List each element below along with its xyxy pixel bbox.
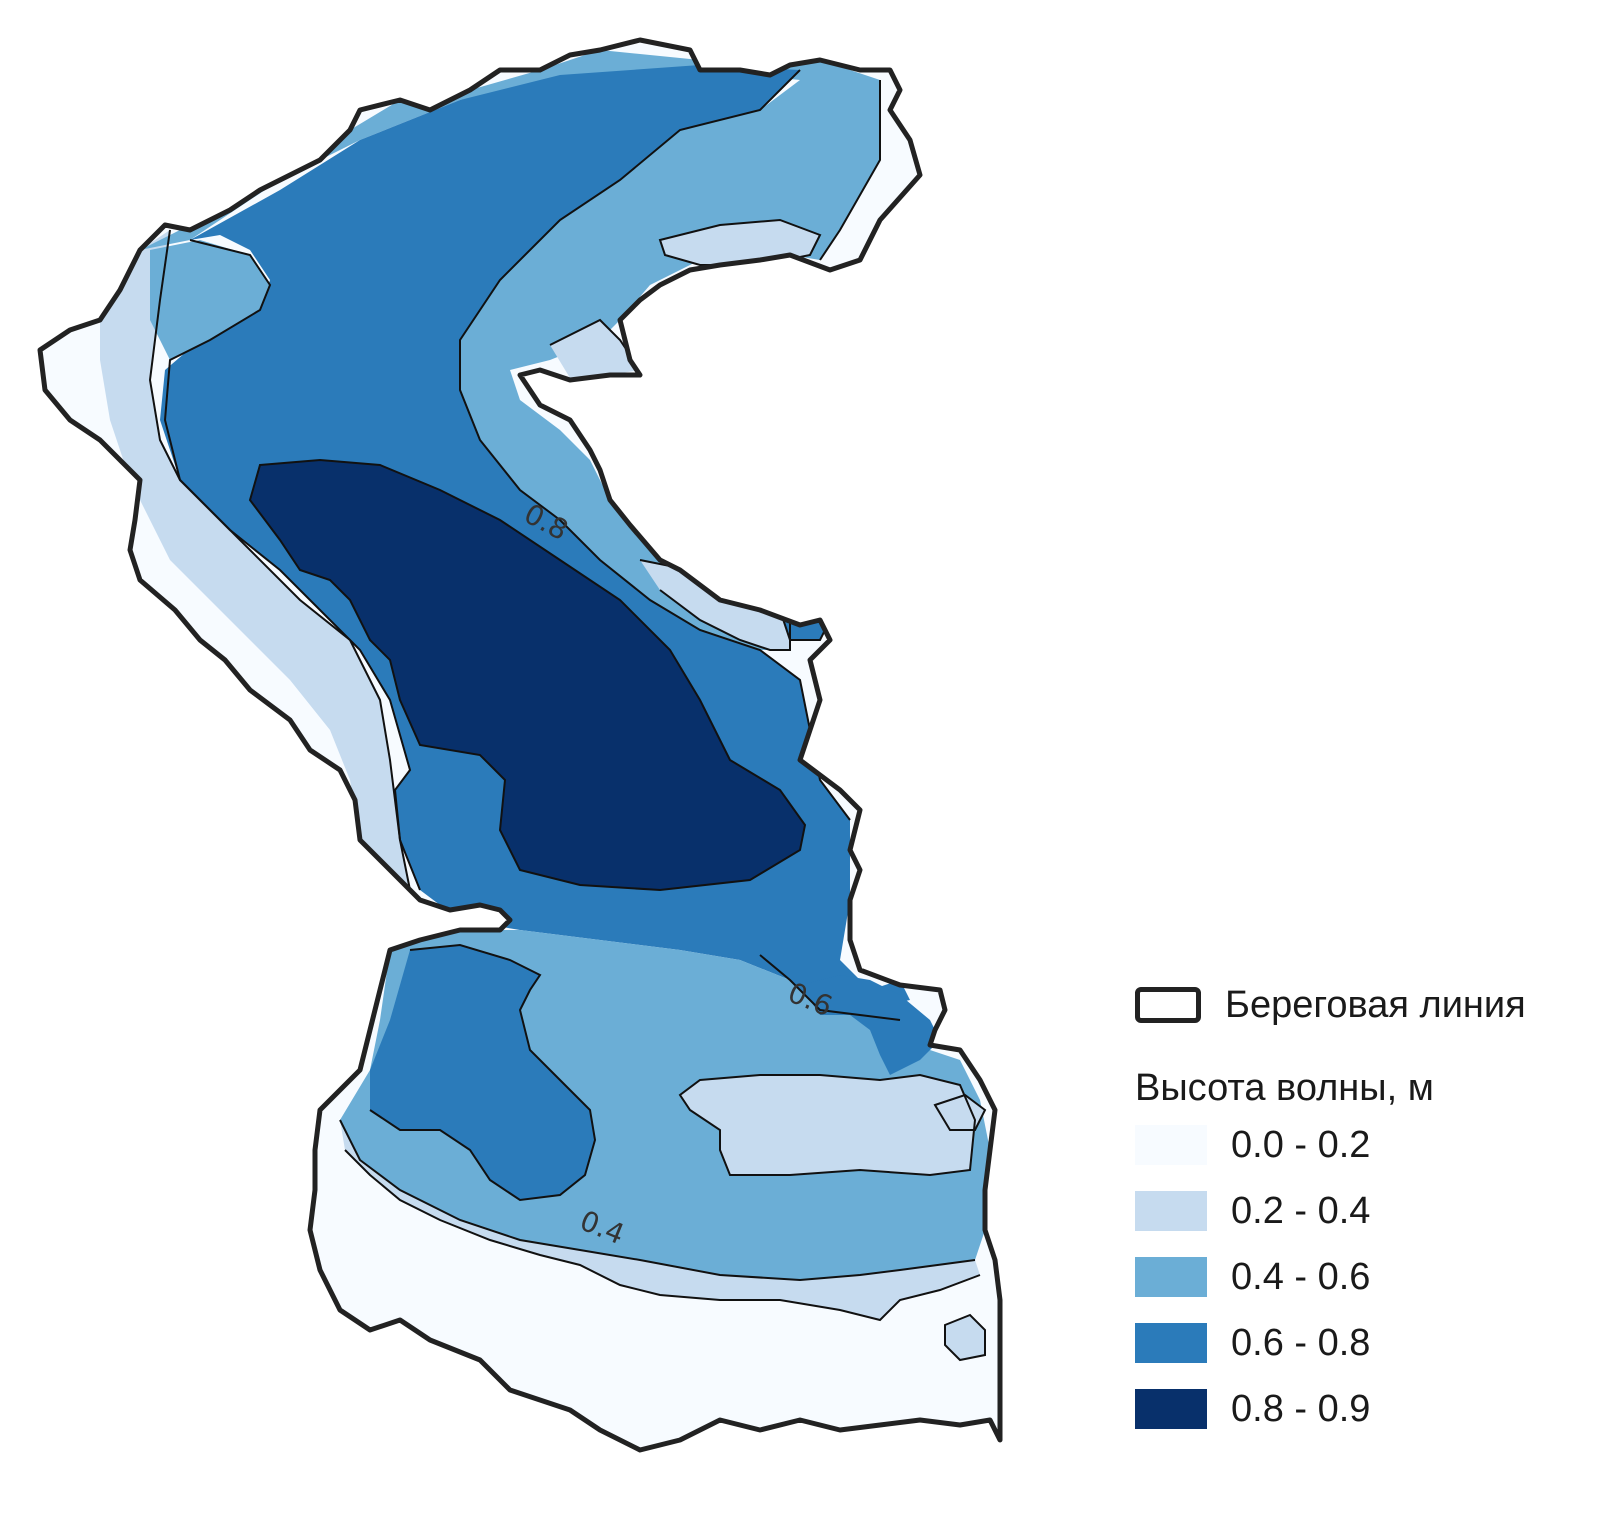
coastline-label: Береговая линия: [1225, 983, 1526, 1026]
zone-0.2-0.4-northeast-bay: [660, 220, 820, 265]
legend-class-label: 0.0 - 0.2: [1231, 1123, 1371, 1166]
legend-class-row: 0.8 - 0.9: [1135, 1387, 1371, 1430]
zone-0.8-0.9-core: [250, 460, 805, 890]
legend-class-swatch: [1135, 1191, 1207, 1231]
legend-class-swatch: [1135, 1257, 1207, 1297]
zone-0.2-0.4-south-east-patch: [680, 1075, 975, 1175]
legend-class-swatch: [1135, 1323, 1207, 1363]
zone-0.4-0.6-west: [140, 50, 880, 650]
legend-title: Высота волны, м: [1135, 1067, 1434, 1109]
zone-0.2-0.4-south-east-small-1: [935, 1095, 985, 1130]
legend-class-label: 0.8 - 0.9: [1231, 1387, 1371, 1430]
zone-0.2-0.4-east-middle: [640, 560, 790, 650]
zone-0.2-0.4-south-band: [340, 1120, 980, 1320]
legend-class-label: 0.6 - 0.8: [1231, 1321, 1371, 1364]
legend-class-label: 0.4 - 0.6: [1231, 1255, 1371, 1298]
zone-0.2-0.4-west: [100, 230, 410, 890]
legend-class-swatch: [1135, 1125, 1207, 1165]
legend-coastline-row: Береговая линия: [1135, 983, 1526, 1026]
zone-0.4-0.6-northwest-pocket: [150, 240, 270, 360]
legend-class-label: 0.2 - 0.4: [1231, 1189, 1371, 1232]
legend-class-row: 0.2 - 0.4: [1135, 1189, 1371, 1232]
legend-class-row: 0.4 - 0.6: [1135, 1255, 1371, 1298]
zone-0.6-0.8-south-west: [370, 945, 595, 1200]
legend-class-row: 0.6 - 0.8: [1135, 1321, 1371, 1364]
legend-class-row: 0.0 - 0.2: [1135, 1123, 1371, 1166]
coastline-swatch: [1135, 987, 1201, 1023]
coastline: [37, 37, 1003, 1453]
legend-class-swatch: [1135, 1389, 1207, 1429]
zone-0.2-0.4-south-east-small-2: [945, 1315, 985, 1360]
zone-0.6-0.8-east-gulf: [800, 975, 940, 1075]
